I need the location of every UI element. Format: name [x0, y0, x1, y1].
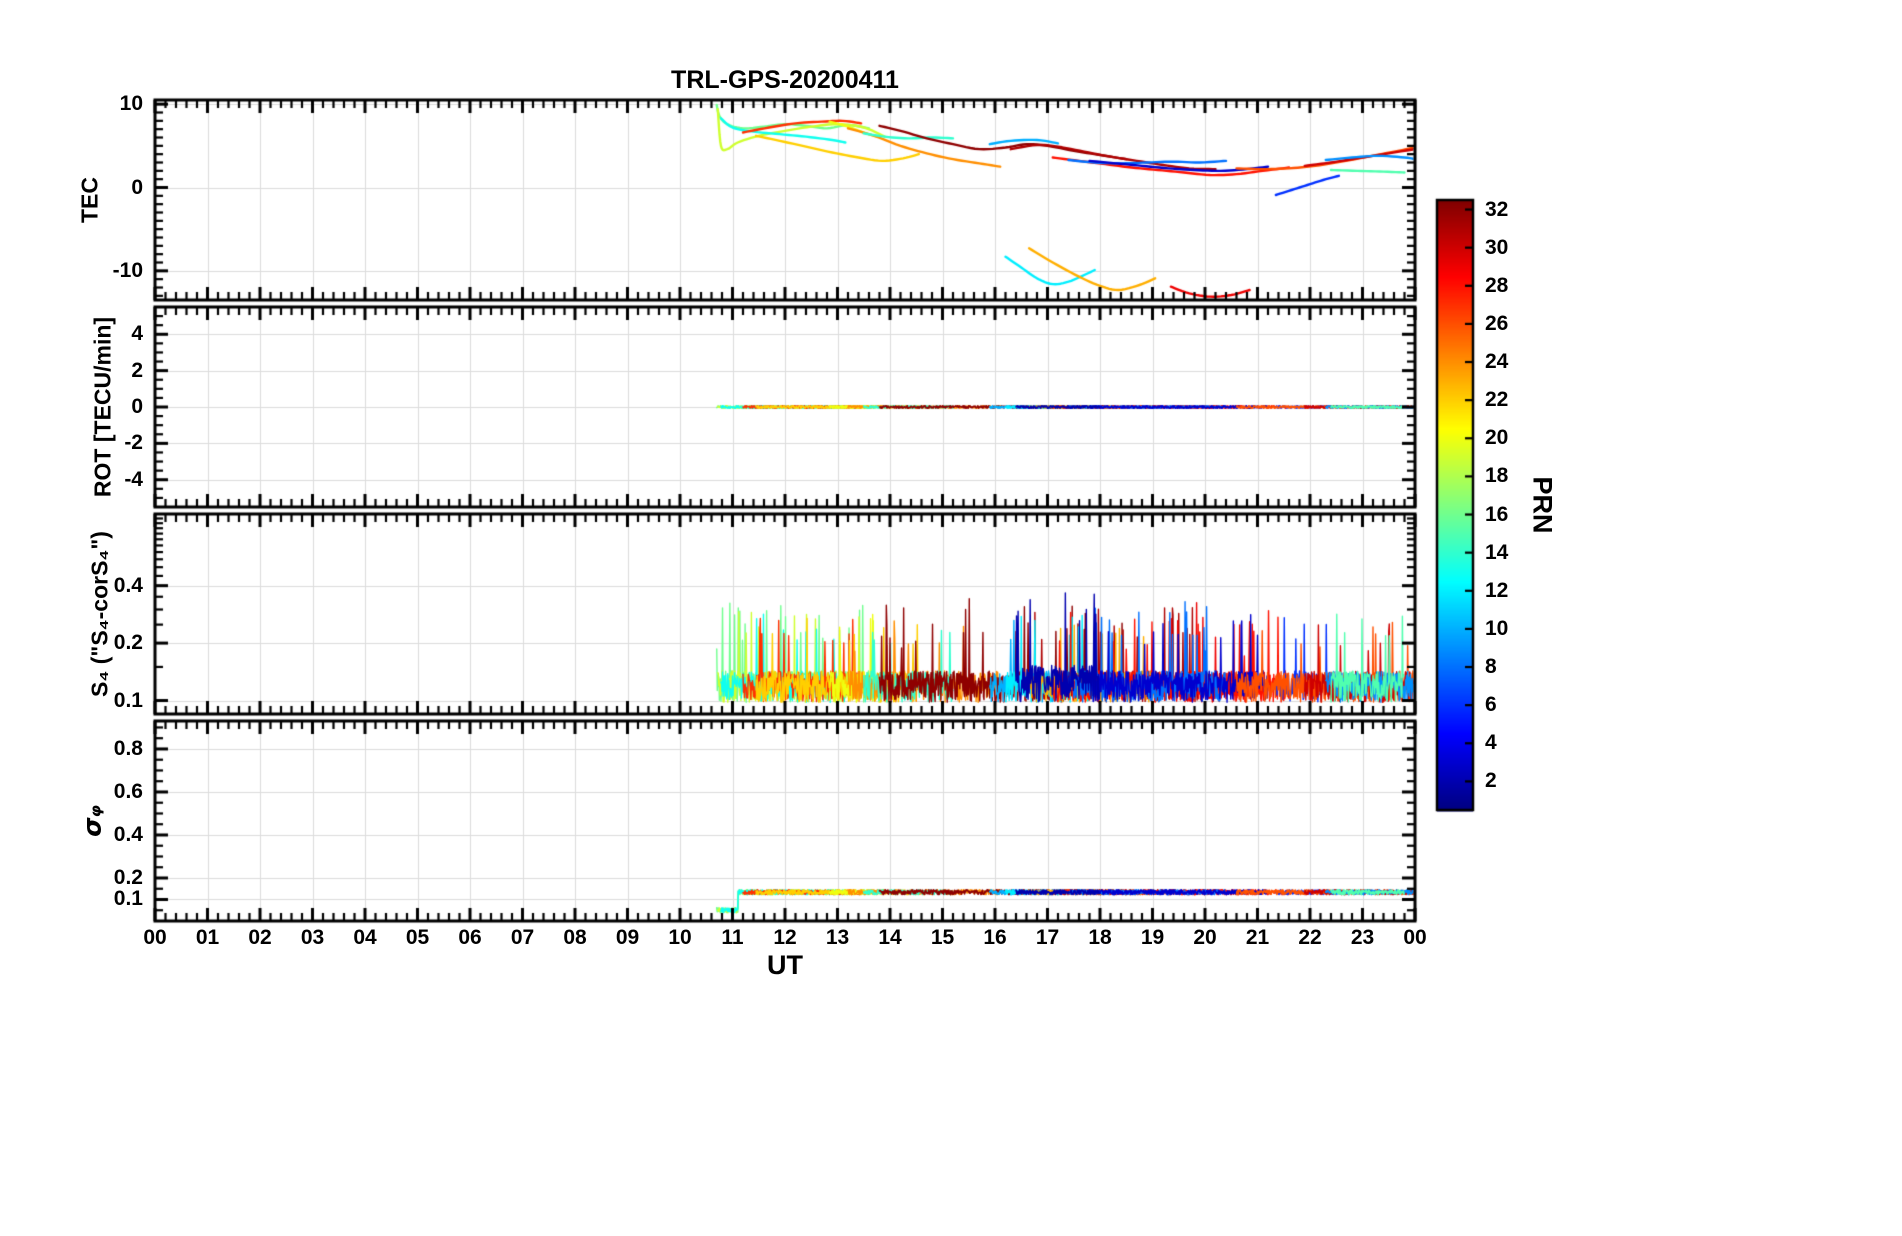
x-tick-label: 00: [1403, 926, 1427, 949]
colorbar-tick-label: 8: [1485, 655, 1497, 679]
colorbar-tick-label: 12: [1485, 578, 1509, 602]
x-tick-label: 02: [248, 926, 272, 949]
x-tick-label: 10: [668, 926, 692, 949]
x-tick-label: 03: [300, 926, 325, 949]
colorbar-tick-label: 10: [1485, 616, 1509, 640]
colorbar-tick-label: 6: [1485, 693, 1497, 717]
y-tick-label: -2: [124, 431, 143, 455]
y-tick-label: 0.2: [113, 865, 143, 889]
x-tick-label: 00: [143, 926, 167, 949]
chart-title: TRL-GPS-20200411: [671, 66, 899, 94]
x-tick-label: 16: [983, 926, 1007, 949]
x-tick-label: 09: [615, 926, 640, 949]
x-tick-label: 07: [510, 926, 535, 949]
colorbar-tick-label: 32: [1485, 197, 1509, 221]
x-tick-label: 11: [721, 926, 744, 949]
y-tick-label: -4: [124, 467, 143, 491]
y-tick-label: -10: [112, 258, 143, 282]
y-tick-label: 0.4: [113, 822, 143, 846]
colorbar-tick-label: 30: [1485, 235, 1509, 259]
x-tick-label: 18: [1088, 926, 1112, 949]
x-tick-label: 14: [878, 926, 902, 949]
x-tick-label: 08: [563, 926, 587, 949]
x-tick-label: 20: [1193, 926, 1217, 949]
x-tick-label: 13: [825, 926, 850, 949]
x-tick-label: 06: [458, 926, 482, 949]
y-tick-label: 2: [131, 358, 143, 382]
x-tick-label: 04: [353, 926, 377, 949]
colorbar-tick-label: 24: [1485, 350, 1509, 374]
y-tick-label: 0.1: [113, 688, 143, 712]
x-tick-label: 05: [405, 926, 430, 949]
x-tick-label: 17: [1035, 926, 1060, 949]
colorbar-tick-label: 2: [1485, 769, 1497, 793]
colorbar-tick-label: 28: [1485, 273, 1509, 297]
x-tick-label: 19: [1140, 926, 1165, 949]
y-axis-label-tec: TEC: [76, 177, 103, 223]
colorbar-tick-label: 26: [1485, 311, 1509, 335]
colorbar-tick-label: 22: [1485, 388, 1509, 412]
colorbar-tick-label: 4: [1485, 731, 1497, 755]
y-axis-label-rot: ROT [TECU/min]: [89, 316, 116, 498]
y-tick-label: 10: [119, 92, 143, 116]
x-tick-label: 22: [1298, 926, 1322, 949]
x-tick-label: 23: [1350, 926, 1375, 949]
colorbar-label: PRN: [1527, 476, 1558, 534]
y-tick-label: 0.8: [113, 736, 143, 760]
colorbar-tick-label: 18: [1485, 464, 1509, 488]
y-tick-label: 0: [131, 395, 143, 418]
colorbar-tick-label: 14: [1485, 540, 1509, 564]
colorbar-tick-label: 20: [1485, 426, 1509, 450]
y-tick-label: 0.2: [113, 631, 143, 655]
y-axis-label-s4: S₄ ("S₄-corS₄"): [86, 531, 113, 697]
y-tick-label: 0: [131, 175, 143, 199]
colorbar-tick-label: 16: [1485, 502, 1509, 526]
x-axis-label: UT: [767, 950, 803, 980]
y-tick-label: 0.4: [113, 573, 143, 597]
x-tick-label: 15: [930, 926, 955, 949]
y-tick-label: 4: [131, 322, 143, 346]
x-tick-label: 01: [195, 926, 220, 949]
x-tick-label: 21: [1245, 926, 1270, 949]
y-tick-label: 0.6: [113, 779, 143, 803]
x-tick-label: 12: [773, 926, 797, 949]
y-axis-label-sigma-phi: σᵩ: [77, 805, 107, 837]
y-tick-label: 0.1: [113, 887, 143, 911]
